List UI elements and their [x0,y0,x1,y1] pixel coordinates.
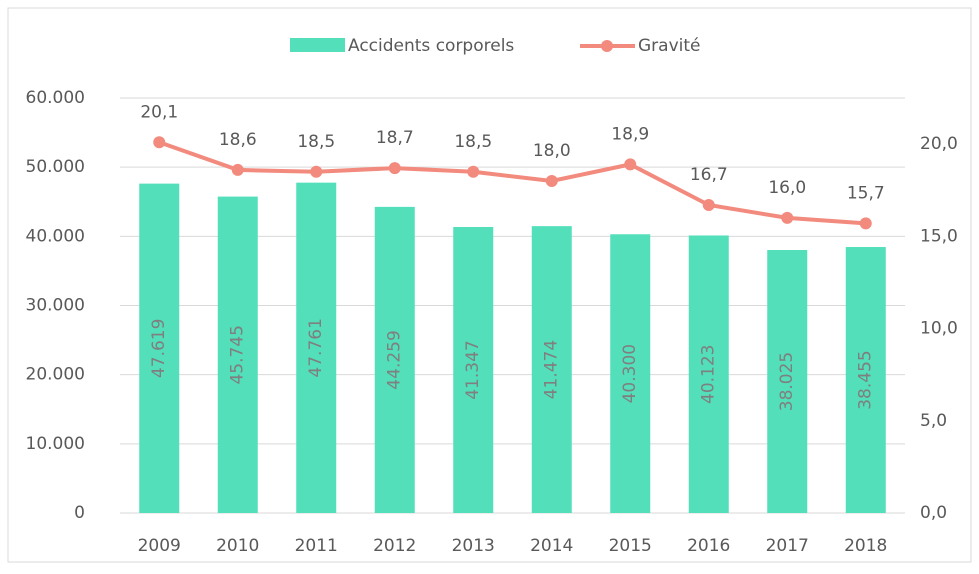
x-tick-label: 2016 [687,536,730,556]
y-tick-label: 60.000 [26,88,85,108]
line-value-label: 16,0 [768,178,806,198]
bar-value-label: 41.474 [542,340,562,399]
legend-swatch [601,40,613,52]
y-tick-label: 30.000 [26,296,85,316]
line-value-label: 18,0 [533,141,571,161]
legend-label: Accidents corporels [348,36,514,56]
bar-value-label: 40.123 [699,344,719,403]
bar-value-label: 38.025 [777,352,797,411]
y-tick-label: 20.000 [26,365,85,385]
x-tick-label: 2009 [138,536,181,556]
x-tick-label: 2012 [373,536,416,556]
x-tick-label: 2014 [530,536,573,556]
line-point [624,158,637,171]
bar-value-label: 45.745 [228,325,248,384]
bar [217,196,258,513]
line-point [859,217,872,230]
y2-tick-label: 20,0 [920,134,958,154]
line-value-label: 18,5 [454,132,492,152]
y2-tick-label: 15,0 [920,226,958,246]
legend-swatch [290,38,345,52]
legend-label: Gravité [638,36,701,56]
bar [296,182,337,513]
line-point [781,211,794,224]
bar-value-label: 41.347 [463,340,483,399]
bar [767,249,808,513]
bar [139,183,180,513]
x-tick-label: 2015 [609,536,652,556]
bar [610,234,651,513]
y2-tick-label: 10,0 [920,319,958,339]
bar [688,235,729,513]
y-tick-label: 40.000 [26,226,85,246]
bar-value-label: 47.619 [149,319,169,378]
bar-value-label: 38.455 [856,350,876,409]
line-value-label: 15,7 [847,183,885,203]
bar [531,226,572,513]
line-point [231,163,244,176]
line-point [467,165,480,178]
x-tick-label: 2011 [295,536,338,556]
line-point [153,136,166,149]
bar [845,247,886,513]
bar-value-label: 44.259 [385,330,405,389]
line-value-label: 18,5 [297,132,335,152]
bar [453,227,494,513]
y-tick-label: 10.000 [26,434,85,454]
bar [374,206,415,513]
line-value-label: 18,9 [611,124,649,144]
y-tick-label: 50.000 [26,157,85,177]
y2-tick-label: 5,0 [920,411,947,431]
line-value-label: 18,7 [376,128,414,148]
line-value-label: 16,7 [690,165,728,185]
x-tick-label: 2013 [452,536,495,556]
bar-value-label: 40.300 [620,344,640,403]
line-value-label: 18,6 [219,130,257,150]
y-tick-label: 0 [74,503,85,523]
line-point [702,198,715,211]
x-tick-label: 2018 [844,536,887,556]
line-value-label: 20,1 [140,102,178,122]
line-point [545,175,558,187]
line-point [388,162,401,175]
bar-value-label: 47.761 [306,318,326,377]
x-tick-label: 2017 [766,536,809,556]
x-tick-label: 2010 [216,536,259,556]
line [158,140,866,226]
y2-tick-label: 0,0 [920,503,947,523]
line-point [310,165,323,178]
